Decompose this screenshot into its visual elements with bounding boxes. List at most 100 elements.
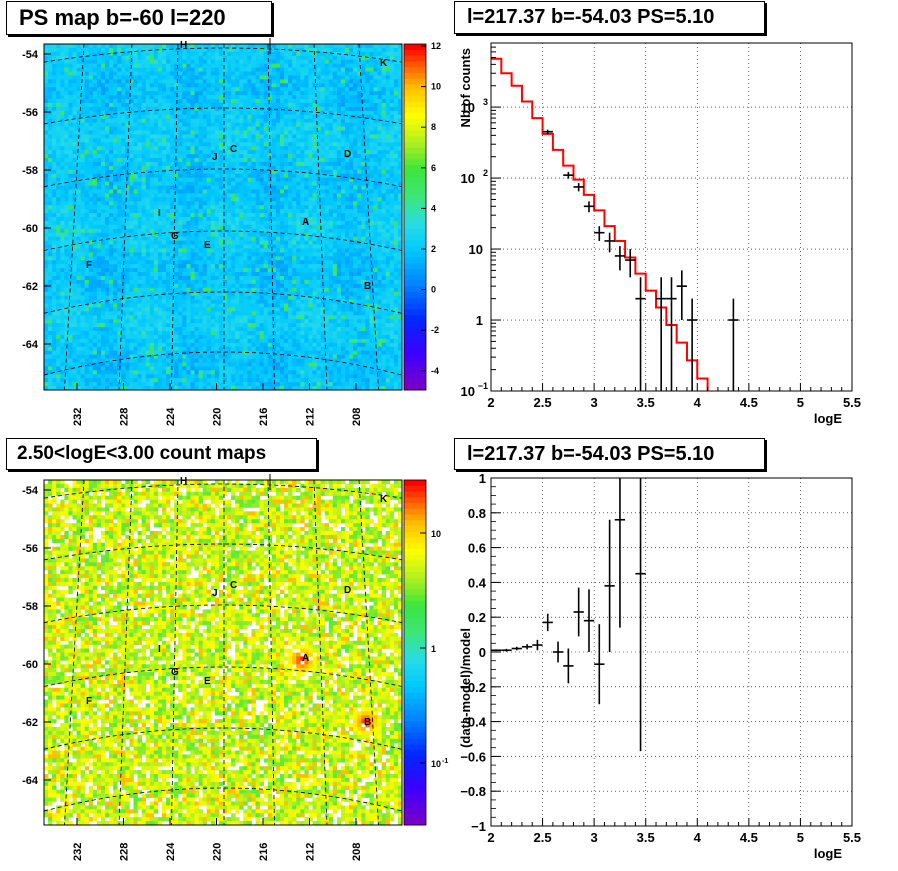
heatmap-cell (369, 185, 374, 190)
heatmap-cell (336, 209, 342, 214)
heatmap-cell (56, 150, 61, 155)
heatmap-cell (186, 59, 191, 64)
heatmap-cell (182, 165, 187, 171)
heatmap-cell (137, 154, 142, 159)
heatmap-cell (332, 71, 338, 76)
heatmap-cell (304, 150, 309, 155)
heatmap-cell (92, 146, 98, 151)
heatmap-cell (377, 181, 382, 186)
heatmap-cell (300, 83, 305, 88)
heatmap-cell (96, 44, 102, 49)
heatmap-cell (389, 213, 395, 218)
heatmap-cell (145, 79, 151, 84)
heatmap-cell (88, 244, 94, 249)
heatmap-cell (141, 154, 147, 159)
heatmap-cell (279, 201, 285, 206)
heatmap-cell (72, 150, 77, 155)
heatmap-cell (88, 110, 94, 116)
heatmap-cell (259, 150, 264, 155)
heatmap-cell (60, 130, 65, 135)
heatmap-cell (361, 91, 366, 96)
heatmap-cell (231, 224, 236, 230)
heatmap-cell (324, 193, 330, 198)
heatmap-cell (328, 193, 334, 198)
heatmap-cell (324, 252, 330, 257)
heatmap-cell (190, 217, 195, 222)
heatmap-cell (235, 106, 240, 112)
heatmap-cell (174, 213, 179, 218)
heatmap-cell (113, 213, 118, 218)
heatmap-cell (292, 260, 297, 265)
heatmap-cell (117, 185, 122, 190)
heatmap-cell (174, 224, 179, 230)
heatmap-cell (275, 244, 281, 249)
heatmap-cell (125, 158, 130, 163)
heatmap-cell (251, 63, 256, 68)
heatmap-cell (345, 95, 350, 100)
heatmap-cell (279, 142, 285, 147)
heatmap-cell (109, 158, 114, 163)
heatmap-cell (271, 181, 277, 186)
heatmap-cell (88, 158, 94, 163)
heatmap-cell (80, 110, 85, 116)
heatmap-cell (149, 150, 155, 155)
heatmap-cell (389, 95, 395, 100)
heatmap-cell (373, 67, 378, 72)
heatmap-cell (267, 99, 273, 104)
heatmap-cell (60, 134, 65, 139)
heatmap-cell (166, 130, 171, 135)
heatmap-cell (361, 95, 366, 100)
heatmap-cell (255, 87, 260, 92)
heatmap-cell (64, 193, 69, 198)
heatmap-cell (166, 173, 171, 178)
heatmap-cell (145, 181, 151, 186)
heatmap-cell (336, 220, 342, 226)
heatmap-cell (113, 185, 118, 190)
heatmap-cell (275, 197, 281, 202)
heatmap-cell (88, 91, 94, 96)
heatmap-cell (328, 240, 334, 245)
heatmap-cell (275, 181, 281, 186)
heatmap-cell (279, 177, 285, 182)
heatmap-cell (259, 142, 264, 147)
heatmap-cell (357, 193, 362, 198)
heatmap-cell (88, 51, 94, 57)
heatmap-cell (194, 213, 199, 218)
heatmap-cell (44, 193, 49, 198)
heatmap-cell (186, 154, 191, 159)
heatmap-cell (332, 217, 338, 222)
heatmap-cell (174, 161, 179, 167)
heatmap-cell (349, 217, 354, 222)
heatmap-cell (336, 122, 342, 127)
heatmap-cell (369, 177, 374, 182)
heatmap-cell (202, 47, 208, 53)
heatmap-cell (129, 150, 134, 155)
heatmap-cell (292, 248, 297, 253)
heatmap-cell (64, 181, 69, 186)
heatmap-cell (279, 189, 285, 194)
heatmap-cell (105, 193, 110, 198)
heatmap-cell (316, 47, 321, 53)
heatmap-cell (96, 189, 102, 194)
heatmap-cell (149, 189, 155, 194)
heatmap-cell (373, 150, 378, 155)
heatmap-cell (186, 193, 191, 198)
heatmap-cell (174, 71, 179, 76)
heatmap-cell (296, 177, 301, 182)
heatmap-cell (202, 79, 208, 84)
heatmap-cell (105, 220, 110, 226)
heatmap-cell (157, 169, 163, 175)
heatmap-cell (105, 264, 110, 269)
heatmap-cell (92, 185, 98, 190)
heatmap-cell (304, 209, 309, 214)
heatmap-cell (84, 217, 90, 222)
heatmap-cell (284, 244, 289, 249)
heatmap-cell (247, 213, 252, 218)
heatmap-cell (157, 146, 163, 151)
heatmap-cell (214, 99, 220, 104)
heatmap-cell (157, 252, 163, 257)
heatmap-cell (397, 201, 402, 206)
heatmap-cell (64, 224, 69, 230)
heatmap-cell (328, 138, 334, 143)
heatmap-cell (235, 67, 240, 72)
